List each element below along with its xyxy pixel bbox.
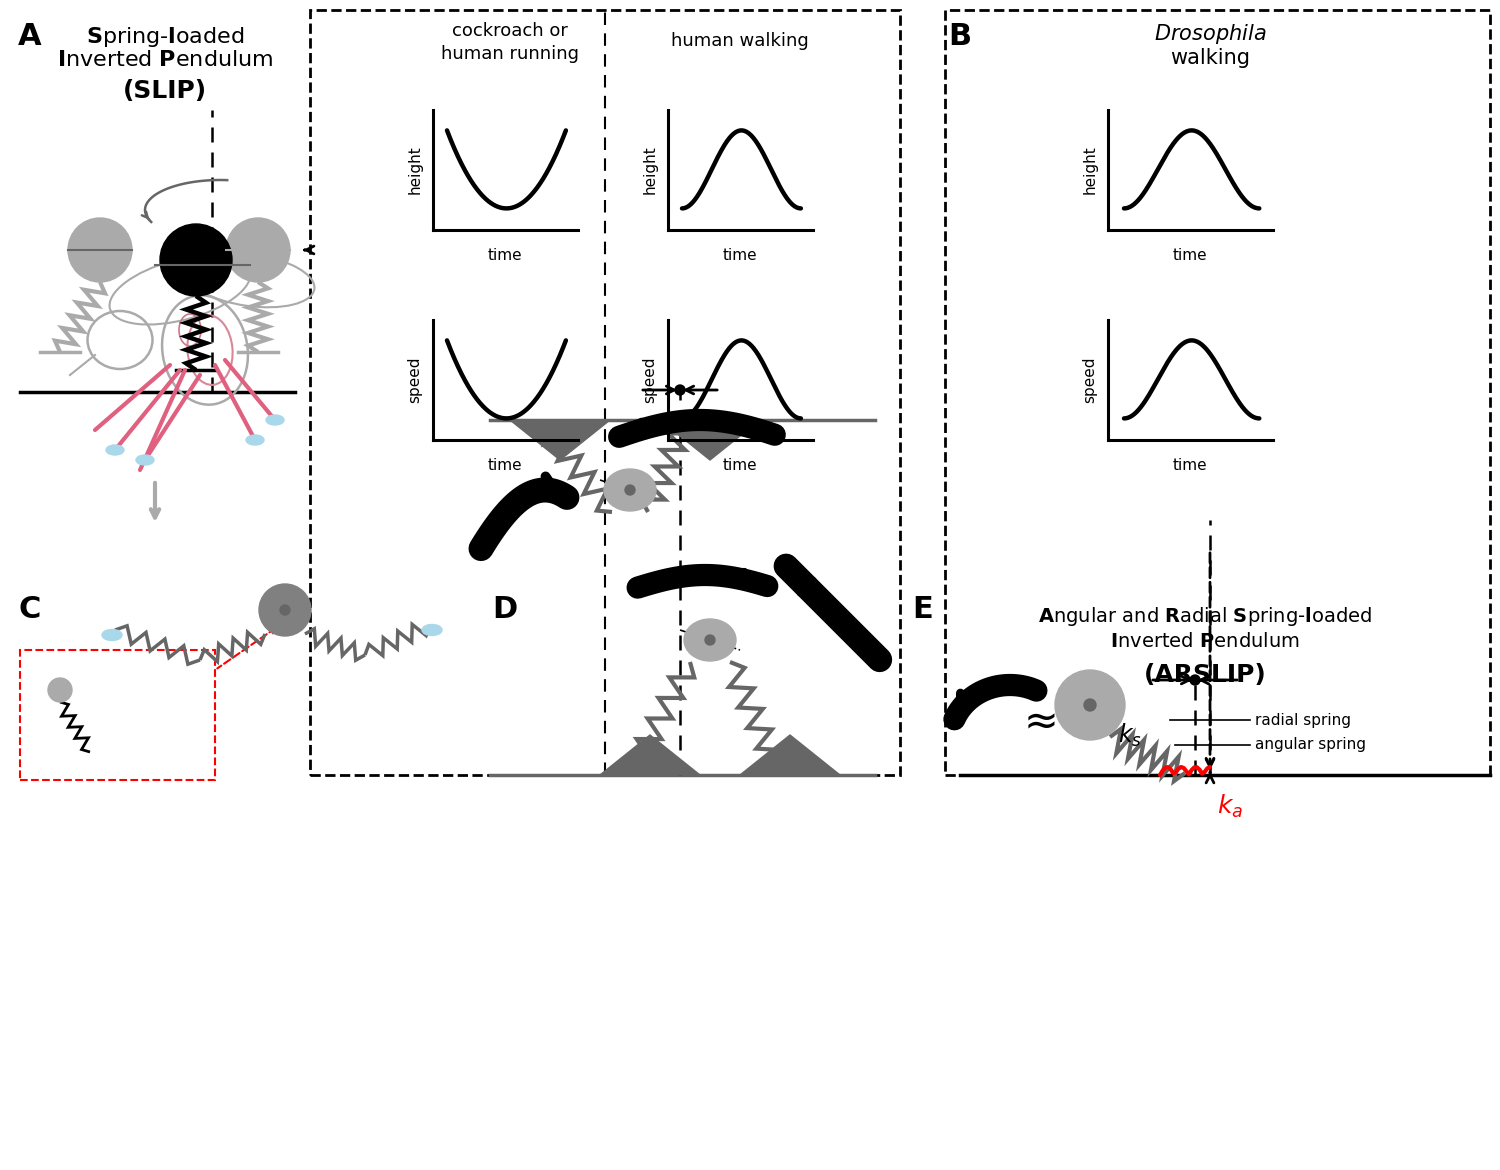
Text: E: E bbox=[912, 596, 933, 624]
Text: human running: human running bbox=[441, 44, 579, 63]
Polygon shape bbox=[600, 735, 700, 775]
Polygon shape bbox=[740, 735, 840, 775]
Bar bbox=[20, 651, 214, 780]
Text: speed: speed bbox=[408, 357, 423, 404]
Text: height: height bbox=[408, 145, 423, 194]
Text: (ARSLIP): (ARSLIP) bbox=[1143, 663, 1266, 687]
Text: time: time bbox=[723, 248, 758, 263]
Ellipse shape bbox=[684, 619, 736, 661]
Bar bbox=[945, 11, 1490, 775]
Circle shape bbox=[160, 223, 232, 296]
Text: $\mathbf{I}$nverted $\mathbf{P}$endulum: $\mathbf{I}$nverted $\mathbf{P}$endulum bbox=[57, 50, 273, 70]
Circle shape bbox=[226, 218, 290, 282]
Text: (SLIP): (SLIP) bbox=[123, 80, 207, 103]
Text: height: height bbox=[642, 145, 657, 194]
Circle shape bbox=[1190, 675, 1200, 684]
Circle shape bbox=[68, 218, 132, 282]
Text: time: time bbox=[488, 457, 522, 473]
Text: $\it{Drosophila}$: $\it{Drosophila}$ bbox=[1154, 22, 1266, 46]
Ellipse shape bbox=[106, 445, 124, 455]
Circle shape bbox=[626, 486, 634, 495]
Text: human walking: human walking bbox=[670, 32, 808, 50]
Text: time: time bbox=[1173, 457, 1208, 473]
Ellipse shape bbox=[266, 415, 284, 425]
Text: C: C bbox=[18, 596, 40, 624]
Text: $\approx$: $\approx$ bbox=[1014, 698, 1056, 741]
Text: A: A bbox=[18, 22, 42, 51]
Text: $\mathbf{S}$pring-$\mathbf{l}$oaded: $\mathbf{S}$pring-$\mathbf{l}$oaded bbox=[86, 25, 245, 49]
Ellipse shape bbox=[102, 629, 122, 640]
Circle shape bbox=[1054, 670, 1125, 739]
Text: D: D bbox=[492, 596, 517, 624]
Circle shape bbox=[1084, 698, 1096, 711]
Text: time: time bbox=[723, 457, 758, 473]
Circle shape bbox=[48, 677, 72, 702]
Text: B: B bbox=[948, 22, 970, 51]
Circle shape bbox=[675, 385, 686, 395]
Text: $\mathbf{I}$nverted $\mathbf{P}$endulum: $\mathbf{I}$nverted $\mathbf{P}$endulum bbox=[1110, 632, 1300, 651]
Ellipse shape bbox=[422, 625, 442, 635]
Circle shape bbox=[280, 605, 290, 615]
Text: time: time bbox=[1173, 248, 1208, 263]
Text: angular spring: angular spring bbox=[1256, 737, 1366, 752]
Polygon shape bbox=[510, 420, 610, 460]
Text: $k_s$: $k_s$ bbox=[1118, 722, 1142, 749]
Circle shape bbox=[260, 584, 310, 636]
Text: cockroach or: cockroach or bbox=[452, 22, 568, 40]
Ellipse shape bbox=[604, 469, 656, 511]
Text: speed: speed bbox=[1083, 357, 1098, 404]
Circle shape bbox=[705, 635, 716, 645]
Ellipse shape bbox=[136, 455, 154, 464]
Bar bbox=[310, 11, 900, 775]
Polygon shape bbox=[660, 420, 760, 460]
Text: $k_a$: $k_a$ bbox=[1216, 793, 1243, 820]
Text: height: height bbox=[1083, 145, 1098, 194]
Text: radial spring: radial spring bbox=[1256, 713, 1352, 728]
Text: walking: walking bbox=[1170, 48, 1250, 68]
Text: $\mathbf{A}$ngular and $\mathbf{R}$adial $\mathbf{S}$pring-$\mathbf{l}$oaded: $\mathbf{A}$ngular and $\mathbf{R}$adial… bbox=[1038, 605, 1372, 628]
Text: time: time bbox=[488, 248, 522, 263]
Text: speed: speed bbox=[642, 357, 657, 404]
Ellipse shape bbox=[246, 435, 264, 445]
